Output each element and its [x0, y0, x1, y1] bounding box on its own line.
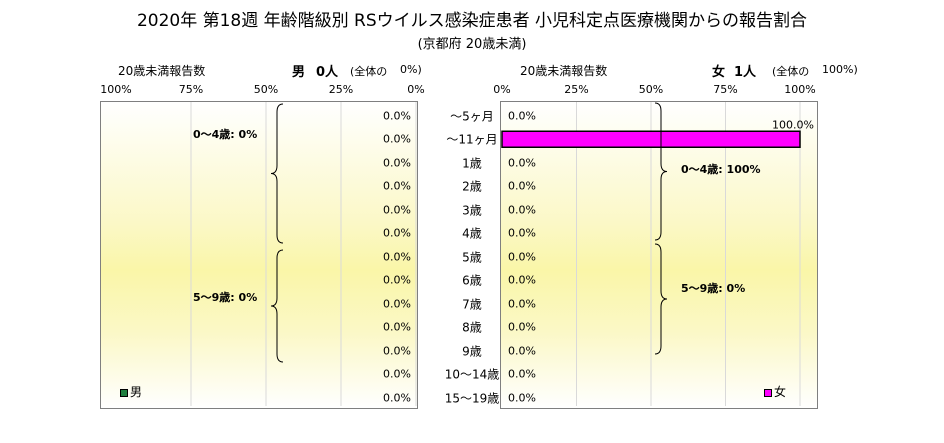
female-value-label: 0.0% — [508, 226, 536, 240]
right-tick-label: 100% — [784, 83, 816, 96]
legend-male: 男 — [120, 383, 142, 400]
right-tick-label: 50% — [638, 83, 664, 96]
right-plot-area — [500, 101, 818, 409]
left-plot-area — [100, 101, 418, 409]
left-tick-label: 0% — [407, 83, 425, 96]
male-value-label: 0.0% — [383, 179, 411, 193]
right-header-label: 20歳未満報告数 — [520, 64, 608, 78]
right-brace-5-9 — [654, 243, 668, 355]
category-label: 〜11ヶ月 — [446, 132, 498, 147]
left-x-axis-ticks: 100% 75% 50% 25% 0% — [0, 83, 944, 97]
female-value-label: 0.0% — [508, 391, 536, 405]
right-x-axis-ticks: 0% 25% 50% 75% 100% — [0, 83, 944, 97]
right-sex-label: 女 — [712, 65, 726, 80]
category-label: 4歳 — [462, 226, 482, 241]
legend-male-label: 男 — [130, 385, 143, 399]
legend-female: 女 — [764, 383, 786, 400]
left-share-label: (全体の — [350, 65, 388, 78]
female-value-label: 0.0% — [508, 320, 536, 334]
male-value-label: 0.0% — [383, 226, 411, 240]
male-value-label: 0.0% — [383, 156, 411, 170]
left-share-value: 0%) — [400, 63, 422, 76]
right-brace-label-5-9: 5〜9歳: 0% — [681, 282, 746, 295]
female-value-label: 0.0% — [508, 344, 536, 358]
right-count-label: 1人 — [734, 65, 757, 80]
left-tick-label: 75% — [178, 83, 204, 96]
category-label: 5歳 — [462, 250, 482, 265]
male-value-label: 0.0% — [383, 320, 411, 334]
male-value-label: 0.0% — [383, 109, 411, 123]
female-value-label: 0.0% — [508, 179, 536, 193]
category-label: 6歳 — [462, 273, 482, 288]
right-share-label: (全体の — [772, 65, 810, 78]
right-tick-label: 75% — [713, 83, 738, 96]
chart-subtitle: (京都府 20歳未満) — [417, 37, 527, 52]
female-value-label: 100.0% — [772, 118, 814, 132]
female-value-label: 0.0% — [508, 203, 536, 217]
female-value-label: 0.0% — [508, 297, 536, 311]
male-value-label: 0.0% — [383, 203, 411, 217]
left-sex-label: 男 — [292, 65, 306, 80]
male-value-label: 0.0% — [383, 344, 411, 358]
male-value-label: 0.0% — [383, 297, 411, 311]
male-value-label: 0.0% — [383, 273, 411, 287]
left-tick-label: 100% — [100, 83, 132, 96]
male-value-label: 0.0% — [383, 250, 411, 264]
left-brace-label-5-9: 5〜9歳: 0% — [193, 291, 258, 304]
right-tick-label: 0% — [493, 83, 511, 96]
right-brace-0-4 — [654, 102, 668, 241]
left-brace-label-0-4: 0〜4歳: 0% — [193, 128, 258, 141]
female-value-label: 0.0% — [508, 273, 536, 287]
category-label: 8歳 — [462, 320, 482, 335]
category-label: 1歳 — [462, 156, 482, 171]
male-value-label: 0.0% — [383, 391, 411, 405]
category-label: 2歳 — [462, 179, 482, 194]
female-value-label: 0.0% — [508, 367, 536, 381]
left-brace-0-4 — [270, 103, 284, 244]
category-label: 3歳 — [462, 203, 482, 218]
left-brace-5-9 — [270, 249, 284, 363]
male-value-label: 0.0% — [383, 367, 411, 381]
female-value-label: 0.0% — [508, 109, 536, 123]
chart-title: 2020年 第18週 年齢階級別 RSウイルス感染症患者 小児科定点医療機関から… — [136, 11, 808, 31]
female-bar — [501, 130, 801, 148]
category-label: 10〜14歳 — [444, 367, 500, 382]
female-value-label: 0.0% — [508, 250, 536, 264]
left-count-label: 0人 — [316, 65, 339, 80]
left-tick-label: 50% — [253, 83, 279, 96]
category-label: 〜5ヶ月 — [450, 109, 494, 124]
category-label: 9歳 — [462, 344, 482, 359]
category-label: 15〜19歳 — [444, 391, 500, 406]
legend-female-label: 女 — [774, 385, 787, 399]
male-value-label: 0.0% — [383, 132, 411, 146]
right-brace-label-0-4: 0〜4歳: 100% — [681, 163, 761, 176]
right-share-value: 100%) — [822, 63, 858, 76]
right-tick-label: 25% — [564, 83, 589, 96]
category-label: 7歳 — [462, 297, 482, 312]
legend-female-swatch — [764, 388, 772, 397]
legend-male-swatch — [120, 388, 128, 397]
female-value-label: 0.0% — [508, 156, 536, 170]
left-header-label: 20歳未満報告数 — [118, 64, 206, 78]
left-tick-label: 25% — [328, 83, 354, 96]
